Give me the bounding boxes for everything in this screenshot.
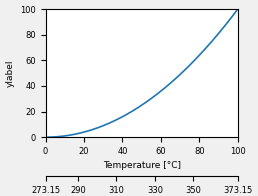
Y-axis label: ylabel: ylabel (6, 59, 14, 87)
X-axis label: Temperature [°C]: Temperature [°C] (103, 162, 181, 171)
